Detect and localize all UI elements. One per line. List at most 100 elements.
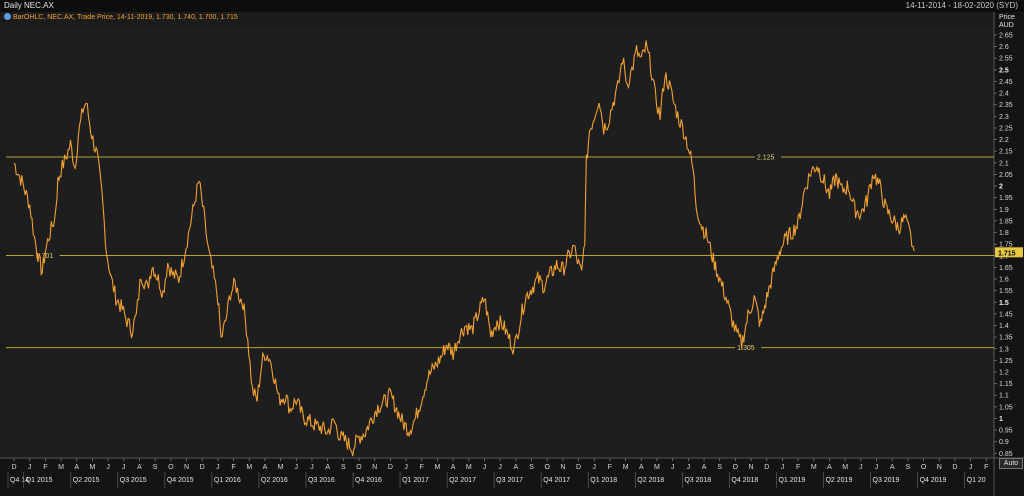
series-legend[interactable]: BarOHLC, NEC.AX, Trade Price, 14-11-2019…	[4, 12, 238, 23]
y-tick-label: 2.3	[999, 114, 1009, 121]
reference-line-label: 2.125	[757, 155, 775, 162]
x-month-label: S	[341, 464, 346, 471]
x-month-label: N	[372, 464, 377, 471]
y-tick-label: 2.15	[999, 149, 1013, 156]
x-quarter-label: Q4 2018	[731, 477, 758, 484]
x-month-label: N	[749, 464, 754, 471]
x-month-label: D	[764, 464, 769, 471]
last-price-marker	[995, 247, 1023, 258]
x-quarter-label: Q3 2015	[120, 477, 147, 484]
x-quarter-label: Q1 2019	[778, 477, 805, 484]
y-tick-label: 1.75	[999, 242, 1013, 249]
price-axis-title: Price	[999, 14, 1015, 21]
x-month-label: M	[435, 464, 441, 471]
x-month-label: J	[687, 464, 691, 471]
y-tick-label: 2.35	[999, 102, 1013, 109]
y-tick-label: 1.25	[999, 358, 1013, 365]
x-month-label: A	[137, 464, 142, 471]
x-month-label: F	[608, 464, 612, 471]
legend-marker-icon	[4, 12, 11, 20]
y-tick-label: 2.1	[999, 160, 1009, 167]
x-month-label: D	[576, 464, 581, 471]
x-month-label: A	[827, 464, 832, 471]
x-month-label: A	[451, 464, 456, 471]
x-month-label: J	[671, 464, 675, 471]
y-tick-label: 1.65	[999, 265, 1013, 272]
x-month-label: D	[388, 464, 393, 471]
currency-label: AUD	[999, 22, 1014, 29]
x-quarter-label: Q3 2019	[873, 477, 900, 484]
x-month-label: D	[200, 464, 205, 471]
x-month-label: J	[216, 464, 220, 471]
x-month-label: A	[890, 464, 895, 471]
x-month-label: A	[514, 464, 519, 471]
x-month-label: O	[921, 464, 927, 471]
x-month-label: F	[420, 464, 424, 471]
y-tick-label: 2.45	[999, 79, 1013, 86]
y-tick-label: 2	[999, 184, 1003, 191]
x-month-label: A	[263, 464, 268, 471]
y-tick-label: 1.95	[999, 195, 1013, 202]
x-month-label: J	[404, 464, 408, 471]
x-month-label: A	[639, 464, 644, 471]
x-month-label: S	[529, 464, 534, 471]
x-quarter-label: Q1 2016	[214, 477, 241, 484]
x-quarter-label: Q4 2017	[543, 477, 570, 484]
x-month-label: N	[560, 464, 565, 471]
x-month-label: A	[702, 464, 707, 471]
y-tick-label: 2.6	[999, 44, 1009, 51]
x-month-label: J	[122, 464, 126, 471]
x-quarter-label: Q3 2017	[496, 477, 523, 484]
y-tick-label: 0.9	[999, 439, 1009, 446]
x-quarter-label: Q1 2015	[26, 477, 53, 484]
y-tick-label: 1.5	[999, 300, 1009, 307]
x-month-label: M	[58, 464, 64, 471]
x-quarter-label: Q3 2016	[308, 477, 335, 484]
y-tick-label: 1.05	[999, 404, 1013, 411]
x-month-label: O	[544, 464, 550, 471]
x-month-label: D	[11, 464, 16, 471]
x-quarter-label: Q3 2018	[684, 477, 711, 484]
x-month-label: M	[278, 464, 284, 471]
y-tick-label: 1.4	[999, 323, 1009, 330]
y-tick-label: 2.4	[999, 91, 1009, 98]
y-tick-label: 2.65	[999, 32, 1013, 39]
y-tick-label: 0.85	[999, 451, 1013, 458]
x-quarter-label: Q1 2017	[402, 477, 429, 484]
x-month-label: F	[984, 464, 988, 471]
reference-label-bg	[735, 342, 762, 352]
x-quarter-label: Q4 2015	[167, 477, 194, 484]
plot-area	[6, 28, 994, 458]
auto-scale-button[interactable]: Auto	[999, 458, 1023, 469]
x-month-label: S	[153, 464, 158, 471]
x-month-label: M	[654, 464, 660, 471]
y-tick-label: 1.8	[999, 230, 1009, 237]
x-month-label: J	[28, 464, 32, 471]
y-tick-label: 2.55	[999, 56, 1013, 63]
y-tick-label: 1.2	[999, 370, 1009, 377]
x-quarter-label: Q4 2019	[920, 477, 947, 484]
y-tick-label: 1.9	[999, 207, 1009, 214]
y-tick-label: 2.05	[999, 172, 1013, 179]
x-month-label: O	[356, 464, 362, 471]
chart-title: Daily NEC.AX	[4, 1, 54, 10]
y-tick-label: 0.95	[999, 428, 1013, 435]
x-month-label: J	[593, 464, 597, 471]
x-quarter-label: Q4 14	[10, 477, 29, 484]
x-month-label: J	[875, 464, 879, 471]
time-axis-panel	[0, 458, 994, 496]
x-month-label: M	[246, 464, 252, 471]
x-month-label: O	[733, 464, 739, 471]
x-quarter-label: Q1 2018	[590, 477, 617, 484]
x-month-label: J	[483, 464, 487, 471]
reference-label-bg	[754, 152, 781, 161]
x-quarter-label: Q1 20	[967, 477, 986, 484]
x-month-label: M	[466, 464, 472, 471]
x-month-label: J	[498, 464, 502, 471]
price-series-line[interactable]	[13, 40, 915, 457]
x-month-label: M	[623, 464, 629, 471]
x-month-label: A	[74, 464, 79, 471]
y-tick-label: 2.25	[999, 125, 1013, 132]
